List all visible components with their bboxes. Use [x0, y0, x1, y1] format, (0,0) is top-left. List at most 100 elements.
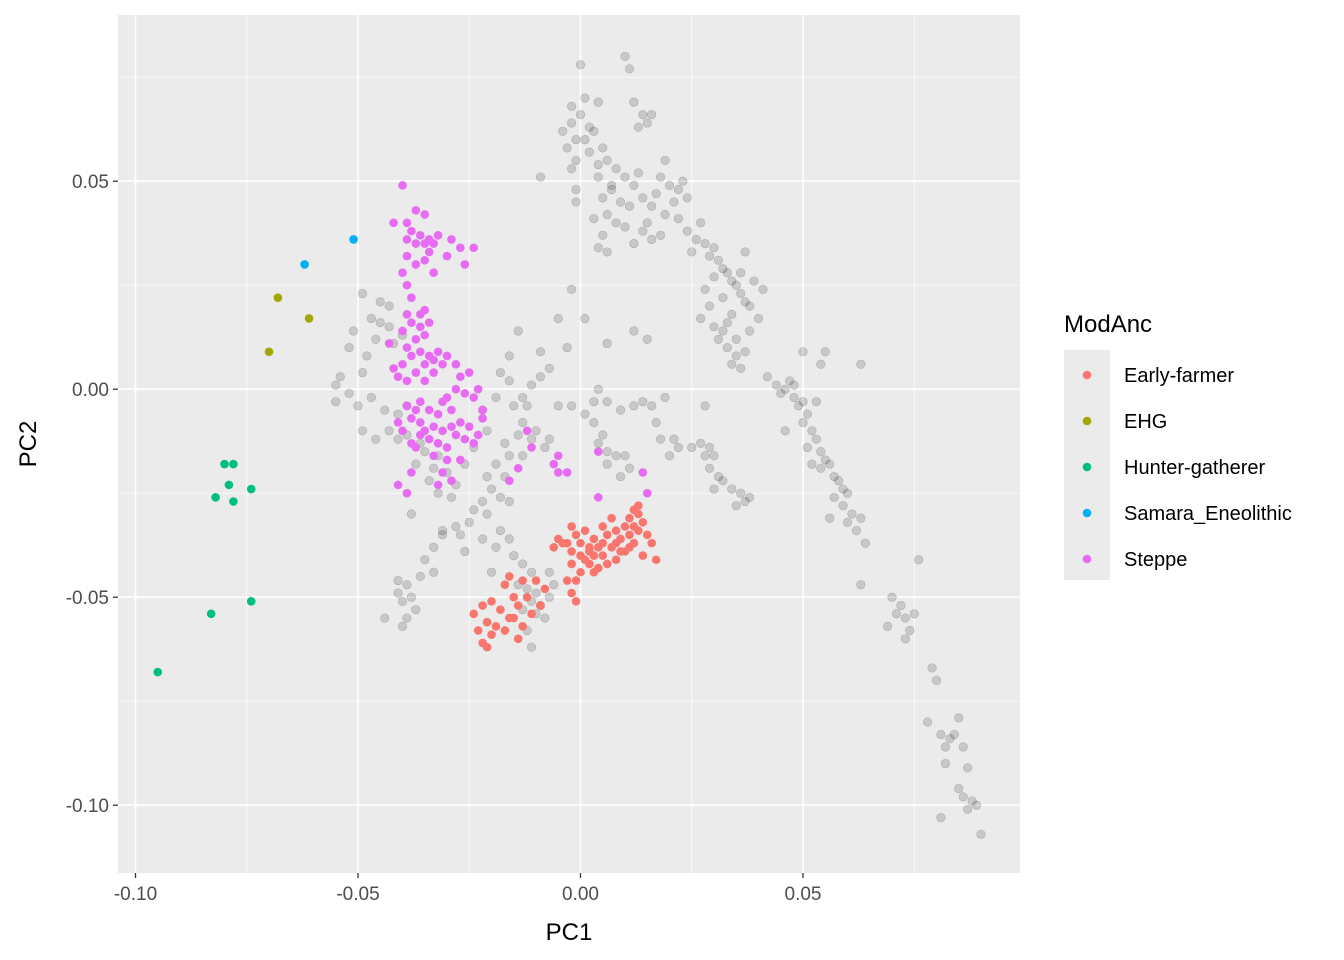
background-point	[954, 713, 964, 723]
point-steppe	[402, 310, 412, 319]
point-early-farmer	[634, 509, 643, 519]
background-point	[700, 239, 710, 249]
background-point	[971, 800, 982, 810]
point-early-farmer	[531, 576, 541, 585]
background-point	[780, 426, 790, 436]
background-point	[673, 442, 684, 453]
background-point	[682, 193, 692, 203]
background-point	[713, 334, 724, 344]
background-point	[562, 143, 572, 153]
background-point	[629, 239, 639, 249]
point-early-farmer	[491, 622, 501, 631]
background-point	[696, 313, 706, 324]
point-steppe	[513, 463, 523, 473]
background-point	[727, 276, 737, 286]
point-steppe	[424, 247, 434, 257]
background-point	[571, 155, 581, 165]
background-point	[882, 621, 893, 631]
background-point	[642, 118, 652, 128]
background-point	[607, 180, 617, 190]
background-point	[513, 326, 523, 336]
point-steppe	[389, 218, 398, 228]
x-tick-label: -0.10	[114, 884, 157, 905]
background-point	[504, 451, 514, 461]
point-steppe	[411, 239, 421, 248]
background-point	[393, 575, 403, 586]
background-point	[544, 592, 554, 602]
point-steppe	[424, 405, 434, 415]
background-point	[406, 592, 417, 602]
point-early-farmer	[642, 530, 652, 540]
point-steppe	[429, 355, 438, 365]
background-point	[838, 501, 848, 511]
point-early-farmer	[625, 542, 634, 552]
background-point	[825, 459, 835, 469]
background-point	[335, 372, 345, 382]
background-point	[798, 417, 808, 428]
background-point	[513, 430, 523, 440]
point-steppe	[420, 376, 430, 386]
point-steppe	[447, 476, 456, 486]
background-point	[482, 509, 492, 519]
background-point	[540, 613, 550, 623]
background-point	[967, 796, 977, 806]
point-early-farmer	[509, 592, 519, 602]
point-hunter-gatherer	[211, 493, 220, 502]
point-steppe	[562, 468, 572, 477]
point-early-farmer	[589, 534, 599, 544]
background-point	[357, 288, 368, 299]
background-point	[593, 384, 603, 394]
background-point	[829, 492, 839, 502]
background-point	[780, 384, 790, 394]
background-point	[544, 434, 554, 444]
background-point	[518, 451, 528, 461]
x-tick-label: -0.05	[336, 884, 379, 905]
background-point	[393, 588, 403, 598]
background-point	[825, 513, 835, 523]
point-early-farmer	[509, 613, 519, 623]
background-point	[709, 484, 719, 494]
y-tick-label: 0.05	[72, 172, 109, 193]
background-point	[518, 559, 528, 569]
background-point	[580, 93, 590, 103]
minor-gridlines	[118, 15, 1020, 873]
background-point	[807, 426, 817, 436]
background-point	[575, 110, 586, 120]
background-point	[580, 313, 590, 324]
background-point	[704, 463, 715, 473]
point-steppe	[442, 251, 452, 261]
point-steppe	[438, 397, 447, 406]
legend-label-hunter-gatherer: Hunter-gatherer	[1124, 457, 1266, 479]
background-point	[629, 97, 639, 107]
background-point	[927, 663, 937, 673]
point-early-farmer	[607, 513, 616, 523]
point-steppe	[456, 243, 465, 253]
point-steppe	[402, 343, 412, 352]
point-early-farmer	[567, 522, 576, 531]
point-early-farmer	[513, 601, 523, 610]
background-point	[673, 214, 684, 224]
background-point	[753, 313, 764, 324]
background-point	[958, 792, 968, 802]
background-point	[624, 463, 635, 473]
point-early-farmer	[558, 538, 567, 548]
background-point	[598, 143, 608, 153]
background-point	[816, 463, 826, 473]
point-steppe	[416, 230, 425, 240]
background-point	[486, 484, 497, 494]
point-early-farmer	[567, 588, 576, 598]
y-tick-label: -0.05	[66, 588, 109, 609]
background-point	[642, 334, 652, 344]
background-point	[575, 60, 586, 70]
background-point	[348, 326, 359, 336]
point-steppe	[402, 235, 412, 244]
point-early-farmer	[518, 622, 527, 631]
point-hunter-gatherer	[206, 609, 216, 619]
background-point	[478, 496, 488, 507]
point-early-farmer	[469, 609, 479, 619]
background-point	[571, 184, 581, 195]
major-gridlines	[118, 15, 1020, 873]
point-early-farmer	[620, 522, 630, 531]
background-point	[847, 509, 857, 519]
background-point	[691, 234, 701, 245]
